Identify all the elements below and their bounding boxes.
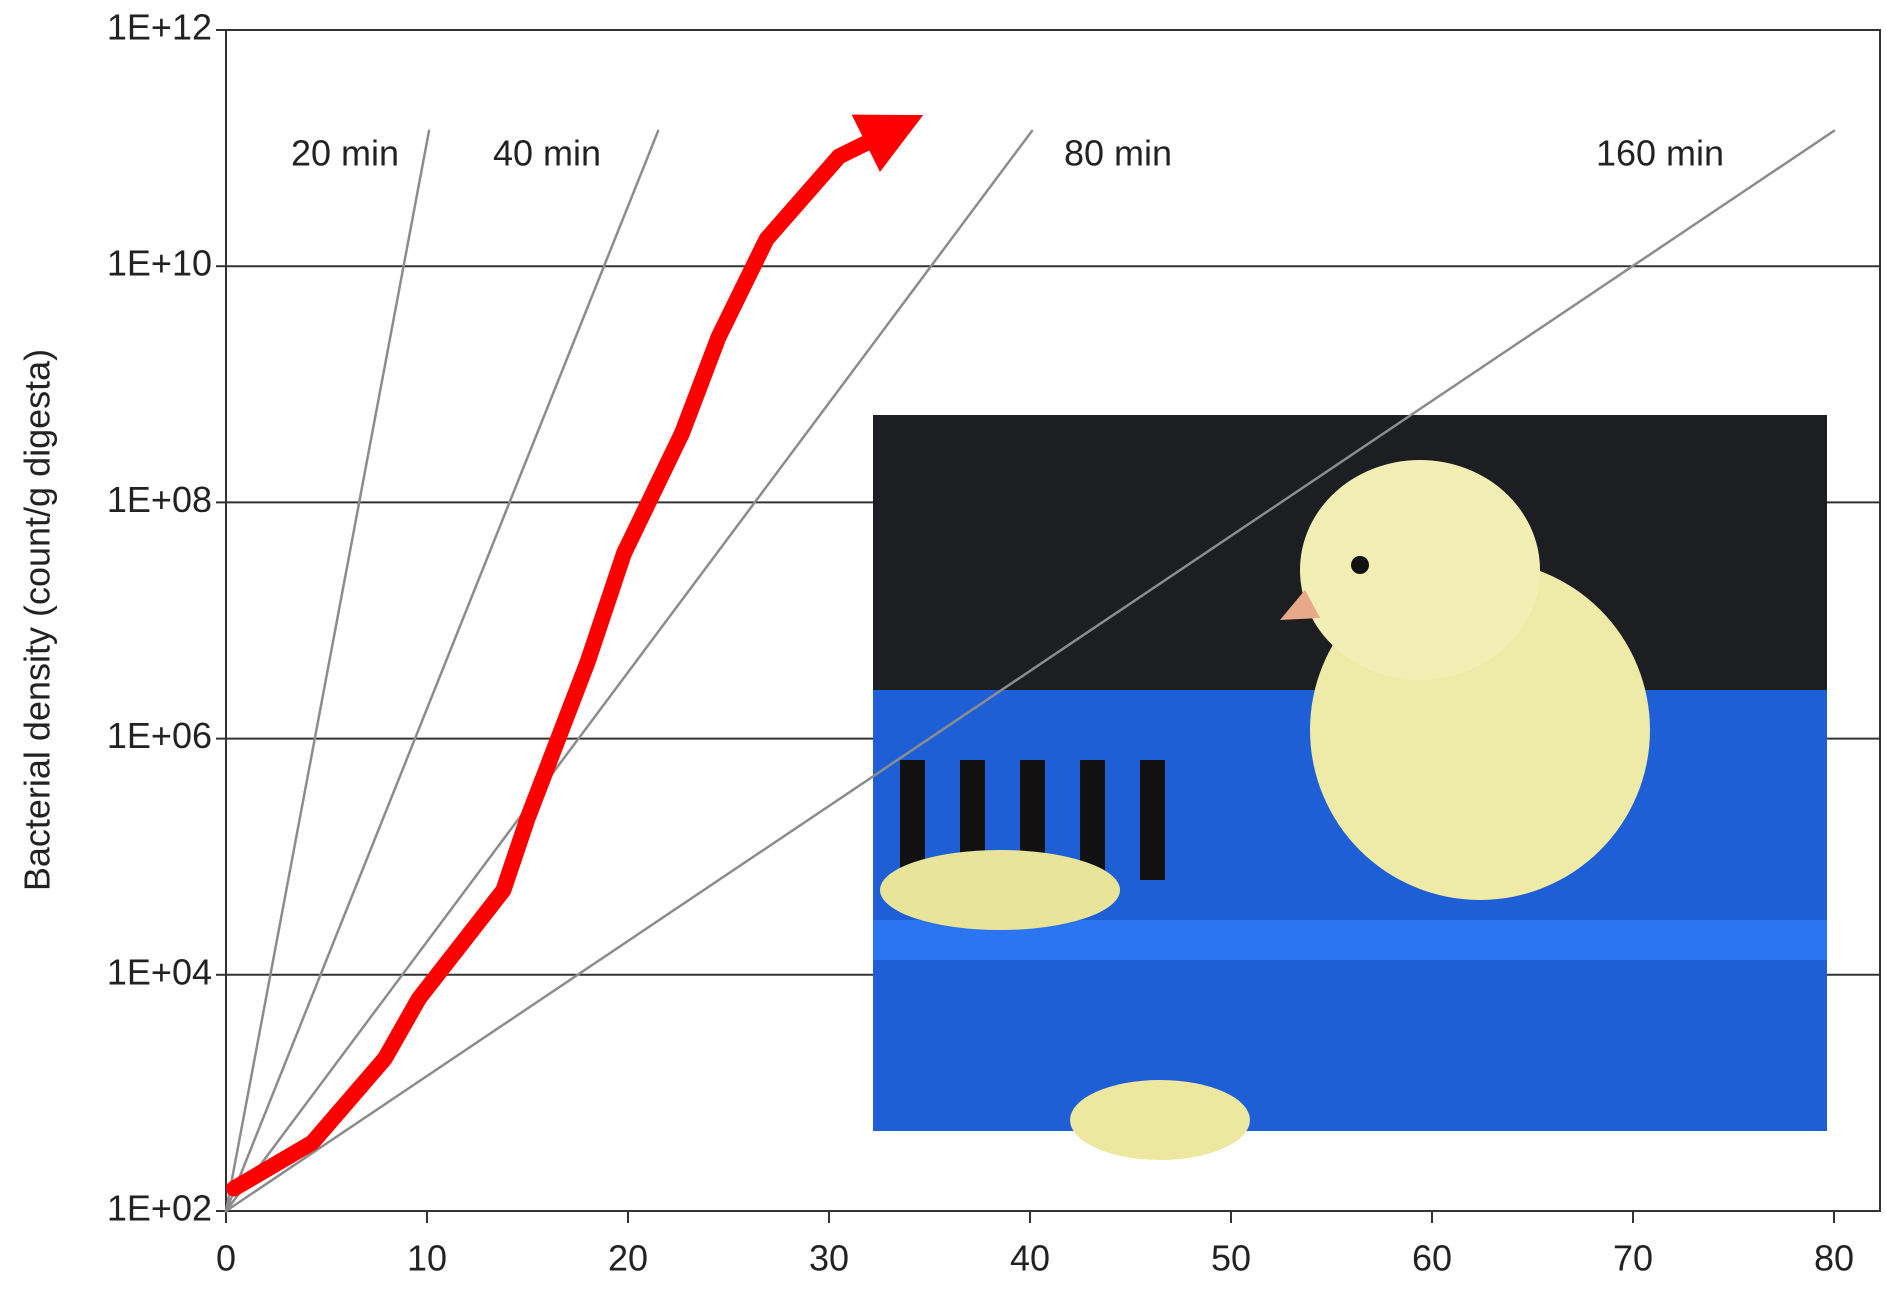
line-label: 80 min [1064,133,1172,174]
x-tick-label: 80 [1814,1238,1854,1279]
photo-slot [1140,760,1165,880]
photo-chicks [880,850,1120,930]
x-tick-label: 70 [1613,1238,1653,1279]
page: Bacterial density (count/g digesta) 1E+0… [0,0,1886,1300]
x-tick-label: 10 [407,1238,447,1279]
y-tick-label: 1E+12 [107,7,212,48]
x-tick-label: 40 [1010,1238,1050,1279]
line-label: 40 min [493,133,601,174]
x-tick-label: 50 [1211,1238,1251,1279]
chart: Bacterial density (count/g digesta) 1E+0… [0,0,1886,1300]
x-tick-label: 60 [1412,1238,1452,1279]
y-tick-label: 1E+08 [107,479,212,520]
y-tick-label: 1E+06 [107,715,212,756]
photo-chick-head [1300,460,1540,680]
x-tick-label: 0 [216,1238,236,1279]
photo-chick-eye [1351,556,1369,574]
photo-chick-small [1070,1080,1250,1160]
x-tick-label: 30 [809,1238,849,1279]
y-tick-label: 1E+10 [107,243,212,284]
line-label: 20 min [291,133,399,174]
line-label: 160 min [1596,133,1724,174]
y-axis-label: Bacterial density (count/g digesta) [17,349,58,891]
y-tick-label: 1E+04 [107,951,212,992]
x-tick-label: 20 [608,1238,648,1279]
y-tick-label: 1E+02 [107,1188,212,1229]
growth-arrow [234,133,887,1189]
photo [873,415,1827,1160]
doubling-line [226,131,658,1211]
